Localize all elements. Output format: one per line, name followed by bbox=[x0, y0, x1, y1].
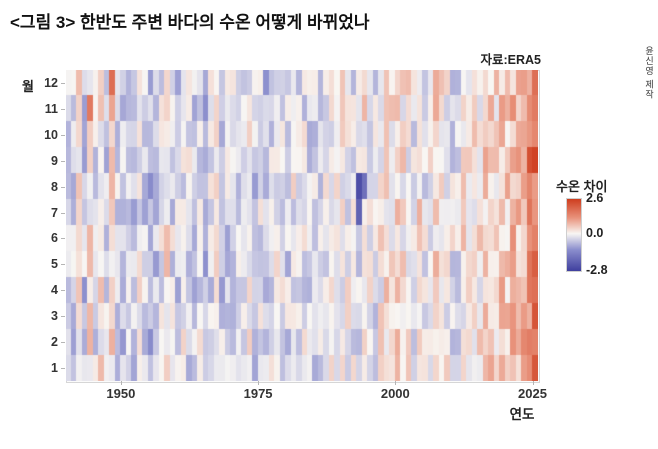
legend-max-label: 2.6 bbox=[586, 191, 604, 205]
y-tick-label: 3 bbox=[51, 309, 58, 324]
y-tick-label: 10 bbox=[44, 127, 58, 142]
y-tick-mark bbox=[61, 134, 65, 136]
y-tick-label: 12 bbox=[44, 75, 58, 90]
legend-mid-label: 0.0 bbox=[586, 225, 604, 240]
y-tick-label: 1 bbox=[51, 361, 58, 376]
y-tick-mark bbox=[61, 264, 65, 266]
y-tick-mark bbox=[61, 160, 65, 162]
heatmap-canvas bbox=[66, 70, 538, 381]
data-source-label: 자료:ERA5 bbox=[480, 53, 541, 67]
x-tick-label: 1975 bbox=[243, 386, 273, 401]
x-tick-mark bbox=[120, 381, 122, 385]
legend-min-label: -2.8 bbox=[586, 263, 608, 277]
y-tick-label: 9 bbox=[51, 153, 58, 168]
x-tick-label: 2000 bbox=[380, 386, 410, 401]
y-tick-mark bbox=[61, 238, 65, 240]
y-tick-mark bbox=[61, 82, 65, 84]
y-tick-mark bbox=[61, 290, 65, 292]
credit-label: 윤신영 제작 bbox=[644, 46, 654, 100]
y-tick-label: 5 bbox=[51, 257, 58, 272]
y-tick-mark bbox=[61, 212, 65, 214]
y-tick-label: 7 bbox=[51, 205, 58, 220]
y-tick-label: 11 bbox=[44, 101, 58, 116]
y-tick-label: 6 bbox=[51, 231, 58, 246]
y-tick-label: 2 bbox=[51, 335, 58, 350]
y-tick-mark bbox=[61, 316, 65, 318]
x-tick-mark bbox=[258, 381, 260, 385]
x-tick-mark bbox=[532, 381, 534, 385]
x-tick-label: 2025 bbox=[518, 386, 547, 401]
y-tick-label: 8 bbox=[51, 179, 58, 194]
legend-gradient-bar bbox=[566, 198, 582, 272]
y-tick-mark bbox=[61, 368, 65, 370]
y-tick-label: 4 bbox=[51, 283, 58, 298]
legend-title: 수온 차이 bbox=[556, 179, 608, 194]
x-tick-mark bbox=[395, 381, 397, 385]
x-tick-label: 1950 bbox=[106, 386, 136, 401]
x-axis-label: 연도 bbox=[509, 407, 535, 422]
y-axis-label: 월 bbox=[22, 79, 34, 94]
y-tick-mark bbox=[61, 108, 65, 110]
chart-title: <그림 3> 한반도 주변 바다의 수온 어떻게 바뀌었나 bbox=[10, 13, 370, 32]
y-tick-mark bbox=[61, 342, 65, 344]
y-tick-mark bbox=[61, 186, 65, 188]
